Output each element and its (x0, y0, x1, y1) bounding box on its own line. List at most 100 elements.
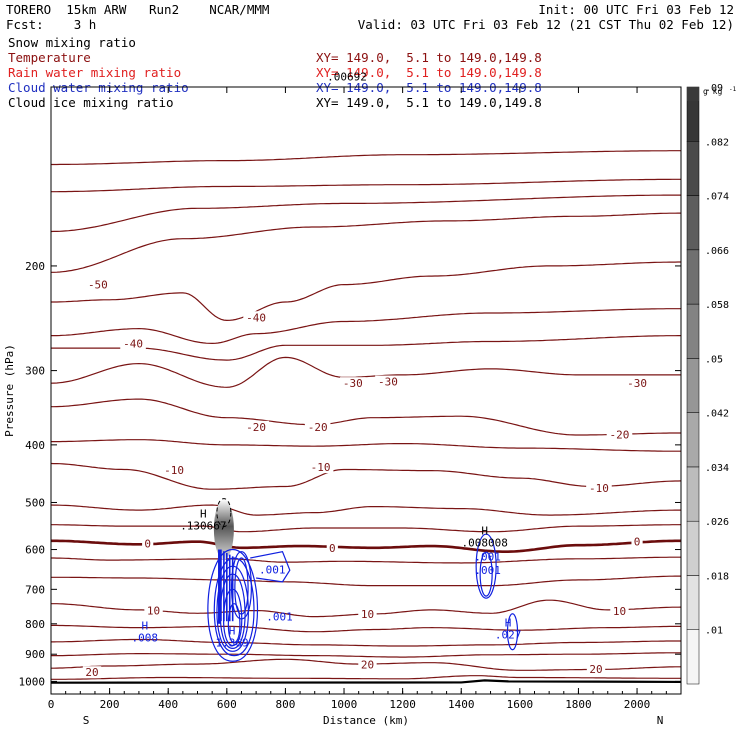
contour-label-2: .00692 (327, 70, 367, 83)
field-label-temperature: Temperature (8, 50, 91, 65)
x-tick-label: 1000 (331, 698, 358, 711)
plot-area: -50 -40 -40 -30 -30 -30 -20 -20 -20 -10 -10 -10 0 0 0 1… (51, 150, 681, 684)
field-label-snow: Snow mixing ratio (8, 35, 136, 50)
x-tick-label: 1800 (565, 698, 592, 711)
colorbar-cell-2 (686, 520, 700, 576)
isotherm-label--20-1: -20 (308, 421, 328, 434)
colorbar-unit: g kg (703, 87, 722, 96)
y-tick-label: 600 (25, 544, 45, 557)
x-tick-label: 2000 (624, 698, 651, 711)
field-label-cloud-ice: Cloud ice mixing ratio (8, 95, 174, 110)
contour-label-3: .001 (259, 563, 286, 576)
colorbar-cell-8 (686, 195, 700, 251)
x-axis-label: Distance (km) (323, 714, 409, 727)
colorbar-cell-1 (686, 575, 700, 630)
cloud-water-small-1 (475, 533, 497, 599)
colorbar-cell-3 (686, 466, 700, 522)
isotherm-line-7 (51, 504, 681, 516)
isotherm-label-20-1: 20 (361, 659, 374, 672)
isotherm-label-bg (144, 604, 163, 617)
cloud-water-contour-4 (219, 573, 246, 650)
x-tick-label: 200 (100, 698, 120, 711)
cloud-ice-contour (216, 498, 232, 528)
y-tick-label: 800 (25, 618, 45, 631)
isotherm-label-20-2: 20 (589, 663, 602, 676)
y-tick-label: 300 (25, 365, 45, 378)
cloud-water-small-3 (506, 613, 519, 651)
isotherm-label-bg (586, 482, 612, 495)
model-title: TORERO 15km ARW Run2 NCAR/MMM (6, 2, 270, 17)
colorbar-tick-label: .09 (705, 83, 723, 94)
colorbar-cell-5 (686, 358, 700, 413)
isotherm-label-0-0: 0 (144, 537, 151, 550)
isotherm-line-12 (51, 638, 681, 647)
high-marker-7: H (141, 620, 148, 633)
y-axis-label: Pressure (hPa) (3, 344, 16, 437)
isotherm-label-bg (85, 278, 111, 291)
cloud-water-contour-5 (223, 588, 243, 647)
isotherm--40 (51, 261, 681, 322)
high-marker-8: H (229, 625, 236, 638)
terrain-line (51, 679, 681, 684)
x-tick-label: 1400 (448, 698, 475, 711)
colorbar-tick-label: .066 (705, 246, 729, 257)
isotherm-label-bg (243, 311, 269, 324)
isotherm-label-0-2: 0 (634, 536, 641, 549)
south-label: S (83, 714, 90, 727)
isotherm-label-bg (307, 461, 334, 474)
high-value-1: .008008 (461, 536, 507, 549)
isotherm--50 (51, 212, 681, 273)
colorbar-cell-6 (686, 303, 700, 359)
isotherm-label--30-0: -30 (343, 377, 363, 390)
init-time: Init: 00 UTC Fri 03 Feb 12 (538, 2, 734, 17)
isotherm-label--30-1: -30 (378, 376, 398, 389)
isotherm-label-bg (358, 607, 377, 620)
field-xy-rain: XY= 149.0, 5.1 to 149.0,149.8 (316, 65, 542, 80)
x-tick-label: 1600 (507, 698, 534, 711)
contour-label-4: .001 (266, 610, 293, 623)
y-tick-label: 1000 (19, 675, 46, 688)
isotherm-label-bg (586, 662, 606, 675)
isotherm-label--40-1: -40 (246, 311, 266, 324)
colorbar-tick-label: .026 (705, 517, 729, 528)
isotherm-label-bg (142, 537, 154, 550)
isotherm-line-6 (51, 439, 681, 452)
y-tick-label: 400 (25, 439, 45, 452)
isotherm-line-14 (51, 675, 681, 680)
colorbar-tick-label: .042 (705, 409, 729, 420)
contour-label-6: .001 (474, 564, 501, 577)
x-tick-label: 1200 (389, 698, 416, 711)
isotherm-line-5 (51, 335, 681, 361)
isotherm-label-bg (631, 535, 643, 548)
high-marker-0: H (200, 508, 207, 521)
cloud-water-anvil (250, 550, 291, 583)
y-tick-label: 700 (25, 583, 45, 596)
colorbar-cell-0 (686, 629, 700, 685)
field-xy-cloud-ice: XY= 149.0, 5.1 to 149.0,149.8 (316, 95, 542, 110)
high-marker-9: H (505, 616, 512, 629)
x-tick-label: 800 (275, 698, 295, 711)
isotherm-line-3 (51, 194, 681, 233)
cloud-water-small-2 (479, 551, 493, 597)
y-tick-label: 500 (25, 496, 45, 509)
cloud-water-contour-2 (213, 557, 255, 657)
high-value-9: .027 (495, 628, 522, 641)
isotherm-label--20-2: -20 (610, 428, 630, 441)
isotherm-label-bg (120, 337, 146, 350)
north-label: N (657, 714, 664, 727)
isotherm-label-20-0: 20 (85, 666, 98, 679)
colorbar-cell-9 (686, 141, 700, 196)
isotherm-line-2 (51, 178, 681, 193)
high-value-8: 1.369 (216, 637, 249, 650)
isotherm-line-11 (51, 624, 681, 633)
isotherm-label--30-2: -30 (627, 377, 647, 390)
cloud-water-contour-outer (207, 548, 259, 662)
colorbar-cell-7 (686, 249, 700, 305)
isotherm-label--50-0: -50 (88, 279, 108, 292)
snow-shading (213, 499, 234, 560)
x-tick-label: 600 (217, 698, 237, 711)
isotherm-label--20-0: -20 (246, 421, 266, 434)
isotherm-line-10 (51, 575, 681, 587)
isotherm-line-8 (51, 524, 681, 533)
